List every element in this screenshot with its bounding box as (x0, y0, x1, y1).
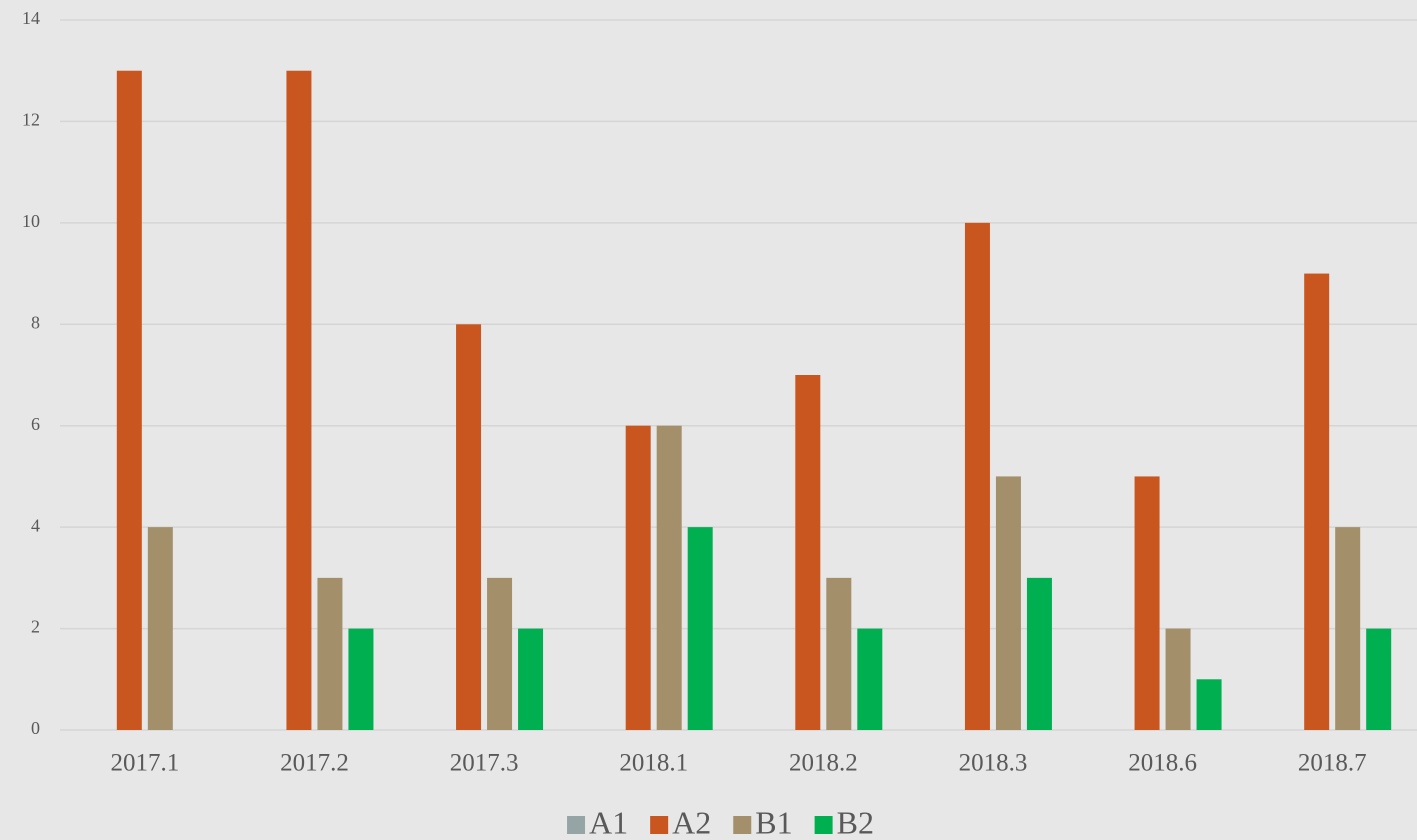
x-tick-label: 2018.1 (619, 750, 688, 777)
y-tick-label: 0 (31, 718, 40, 738)
bar (964, 222, 990, 730)
x-tick-label: 2017.1 (110, 750, 179, 777)
bar (1134, 476, 1160, 730)
legend-label: A1 (589, 804, 628, 840)
y-tick-label: 8 (31, 312, 40, 332)
legend-marker (814, 816, 833, 834)
legend-marker (733, 816, 752, 834)
bar (1366, 628, 1392, 730)
x-tick-label: 2017.2 (280, 750, 349, 777)
bar (857, 628, 883, 730)
bar (317, 577, 343, 730)
bar (826, 577, 852, 730)
bar (1304, 273, 1330, 730)
bar (1026, 577, 1052, 730)
bar (995, 476, 1021, 730)
y-tick-label: 2 (31, 617, 40, 637)
bar (487, 577, 513, 730)
x-tick-label: 2018.7 (1298, 750, 1367, 777)
y-tick-label: 10 (22, 211, 40, 231)
legend-marker (650, 816, 669, 834)
bar (1165, 628, 1191, 730)
bar (795, 375, 821, 730)
x-tick-label: 2018.2 (789, 750, 858, 777)
y-tick-label: 6 (31, 414, 40, 434)
bar (286, 70, 312, 730)
bar (687, 527, 713, 730)
y-tick-label: 12 (22, 110, 40, 130)
bar (656, 425, 682, 730)
bar (518, 628, 544, 730)
x-tick-label: 2018.3 (959, 750, 1028, 777)
legend-label: A2 (672, 804, 711, 840)
y-tick-label: 14 (22, 8, 40, 28)
x-tick-label: 2017.3 (450, 750, 519, 777)
x-tick-label: 2018.6 (1128, 750, 1197, 777)
y-tick-label: 4 (31, 515, 40, 535)
bar (1196, 679, 1222, 730)
bar (1335, 527, 1361, 730)
bar (116, 70, 142, 730)
legend-label: B1 (755, 804, 792, 840)
bar (625, 425, 651, 730)
legend-label: B2 (837, 804, 874, 840)
bar (147, 527, 173, 730)
legend-marker (567, 816, 586, 834)
bar (348, 628, 374, 730)
bar (456, 324, 482, 730)
